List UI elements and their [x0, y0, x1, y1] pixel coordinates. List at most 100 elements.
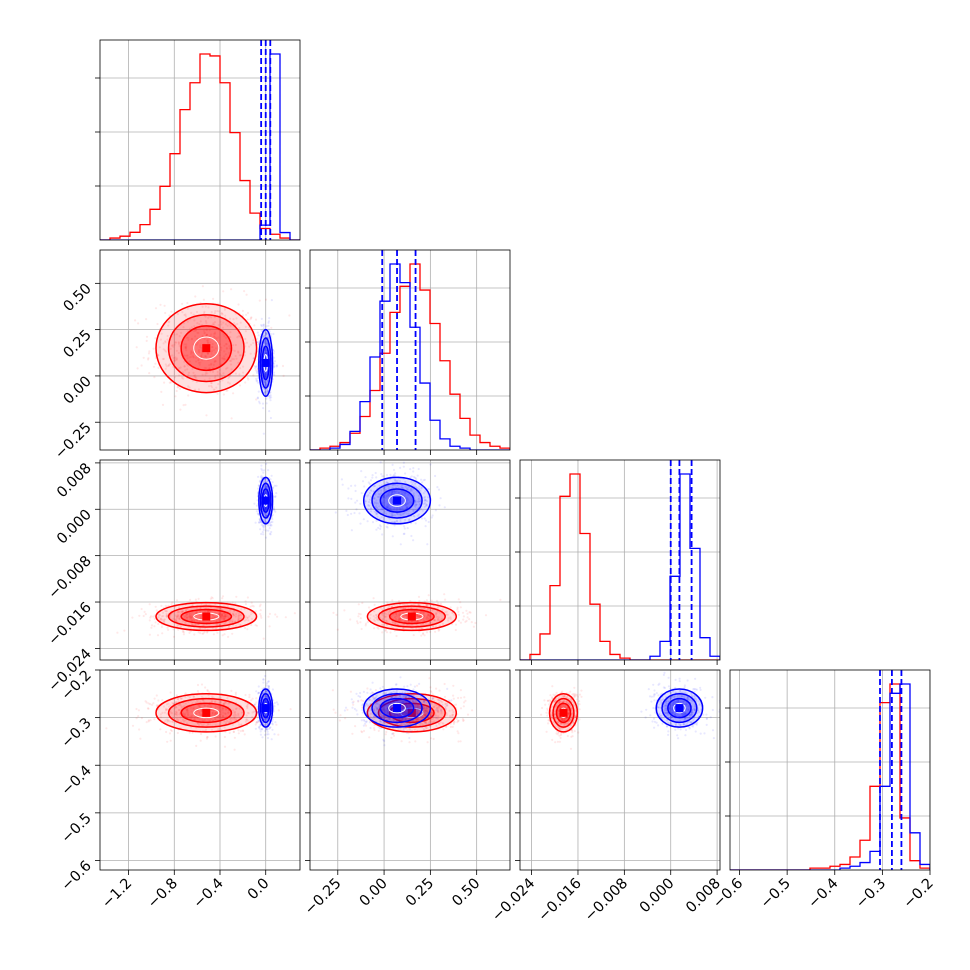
scatter-point — [230, 717, 233, 720]
scatter-point — [366, 520, 369, 523]
density-contour — [366, 601, 458, 632]
scatter-point — [260, 467, 263, 470]
scatter-point — [190, 622, 194, 626]
scatter-point — [177, 613, 180, 616]
scatter-point — [171, 701, 174, 704]
scatter-point — [262, 327, 265, 330]
scatter-point — [395, 608, 399, 611]
scatter-point — [246, 616, 249, 619]
scatter-point — [223, 735, 226, 739]
scatter-point — [441, 608, 444, 612]
scatter-point — [169, 381, 172, 384]
scatter-point — [176, 614, 180, 617]
scatter-point — [244, 720, 247, 723]
density-peak — [261, 358, 270, 367]
scatter-point — [198, 705, 202, 708]
scatter-point — [372, 615, 375, 618]
scatter-point — [159, 716, 163, 719]
scatter-point — [218, 351, 221, 354]
scatter-point — [440, 602, 443, 606]
scatter-point — [221, 707, 224, 710]
scatter-point — [395, 479, 398, 483]
scatter-point — [424, 721, 427, 724]
scatter-point — [249, 343, 253, 346]
scatter-point — [436, 618, 439, 622]
scatter-point — [274, 721, 277, 724]
scatter-point — [222, 616, 225, 619]
scatter-point — [248, 696, 251, 699]
scatter-point — [218, 372, 221, 375]
scatter-point — [445, 610, 448, 614]
scatter-point — [186, 368, 189, 371]
scatter-point — [266, 512, 269, 515]
scatter-point — [260, 474, 263, 477]
scatter-point — [187, 373, 190, 376]
scatter-point — [264, 674, 267, 678]
scatter-point — [385, 615, 388, 618]
scatter-point — [427, 520, 430, 524]
scatter-point — [181, 371, 184, 374]
scatter-point — [266, 690, 269, 693]
scatter-point — [225, 342, 228, 346]
scatter-point — [272, 371, 276, 374]
scatter-point — [400, 740, 403, 743]
scatter-point — [187, 394, 190, 397]
scatter-point — [174, 712, 177, 716]
scatter-point — [436, 698, 439, 701]
scatter-point — [265, 342, 268, 346]
scatter-point — [184, 609, 187, 612]
scatter-point — [461, 611, 465, 614]
scatter-point — [264, 384, 267, 387]
scatter-point — [203, 704, 207, 707]
scatter-point — [264, 699, 267, 703]
scatter-point — [384, 628, 387, 632]
scatter-point — [247, 712, 250, 715]
scatter-point — [256, 381, 259, 384]
scatter-point — [221, 357, 224, 360]
scatter-point — [413, 515, 416, 518]
histogram-red — [520, 473, 720, 660]
scatter-point — [264, 506, 267, 509]
scatter-point — [264, 373, 267, 376]
scatter-point — [409, 600, 412, 603]
scatter-point — [391, 483, 395, 487]
scatter-point — [140, 717, 143, 720]
scatter-point — [404, 472, 407, 475]
scatter-point — [206, 631, 209, 634]
scatter-point — [201, 373, 204, 376]
scatter-point — [440, 710, 443, 713]
scatter-point — [262, 480, 266, 483]
scatter-point — [438, 611, 441, 614]
scatter-point — [201, 620, 204, 623]
scatter-point — [411, 700, 414, 703]
scatter-point — [238, 373, 241, 376]
scatter-point — [263, 525, 266, 528]
scatter-point — [196, 620, 199, 623]
scatter-point — [263, 513, 266, 516]
scatter-point — [220, 616, 223, 620]
scatter-point — [203, 310, 206, 313]
scatter-point — [235, 707, 238, 710]
scatter-point — [223, 617, 226, 620]
scatter-point — [454, 703, 458, 706]
scatter-point — [267, 328, 271, 331]
scatter-point — [257, 484, 260, 487]
scatter-point — [266, 380, 269, 383]
scatter-point — [391, 492, 394, 495]
y-tick-label: −0.6 — [59, 858, 95, 894]
scatter-point — [213, 359, 217, 362]
scatter-point — [228, 718, 231, 721]
scatter-point — [423, 614, 426, 617]
scatter-point — [255, 721, 258, 724]
scatter-point — [440, 617, 444, 620]
scatter-point — [373, 502, 376, 505]
scatter-point — [263, 381, 266, 384]
scatter-point — [262, 637, 265, 640]
scatter-point — [219, 615, 222, 618]
scatter-point — [193, 619, 196, 622]
scatter-point — [381, 608, 384, 611]
scatter-point — [469, 611, 472, 614]
scatter-point — [382, 495, 385, 498]
scatter-point — [428, 622, 431, 626]
scatter-point — [251, 711, 254, 714]
